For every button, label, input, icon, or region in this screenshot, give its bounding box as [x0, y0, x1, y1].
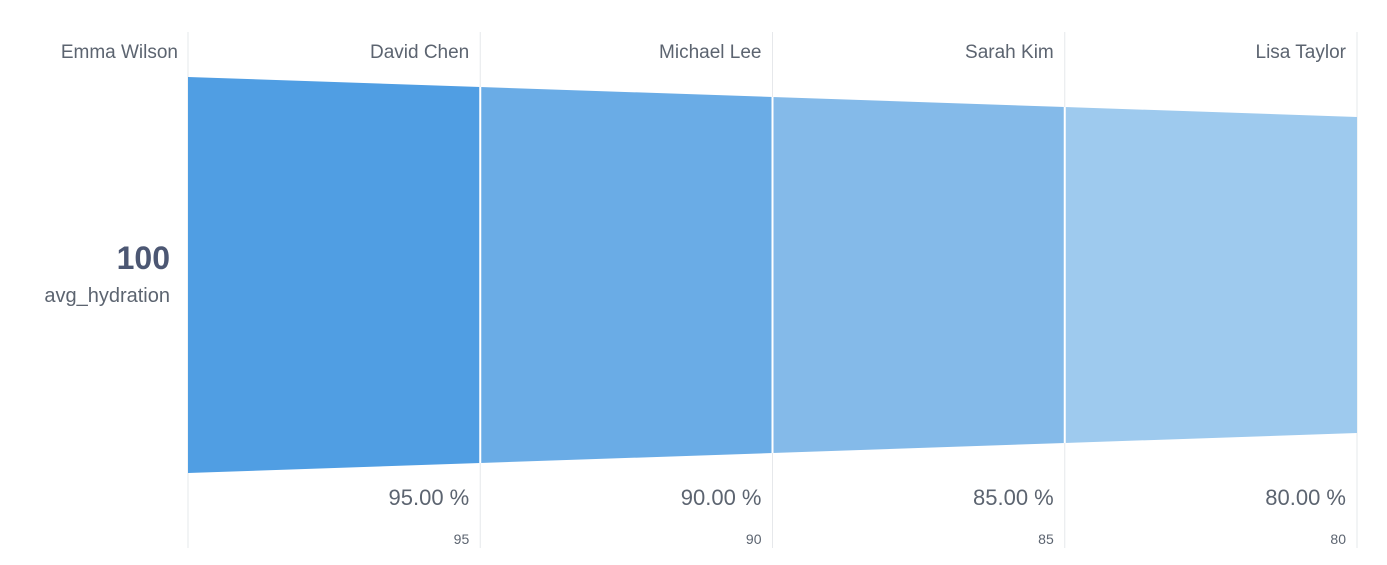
step-name: Michael Lee — [659, 42, 762, 63]
step-value: 95 — [453, 531, 470, 547]
step-value: 80 — [1330, 531, 1346, 547]
first-step-value: 100 — [116, 240, 170, 276]
step-name: Sarah Kim — [965, 42, 1054, 63]
step-value: 85 — [1038, 531, 1054, 547]
funnel-segment[interactable] — [188, 77, 481, 473]
step-value: 90 — [745, 531, 762, 547]
metric-label: avg_hydration — [44, 285, 170, 307]
step-percent: 90.00 % — [680, 485, 762, 510]
step-percent: 95.00 % — [388, 485, 470, 510]
funnel-segment[interactable] — [480, 87, 773, 463]
step-percent: 80.00 % — [1265, 485, 1346, 510]
step-percent: 85.00 % — [973, 485, 1054, 510]
step-name: David Chen — [369, 42, 470, 63]
step-name: Lisa Taylor — [1255, 42, 1346, 63]
funnel-segment[interactable] — [1064, 107, 1357, 443]
funnel-segment[interactable] — [772, 97, 1065, 453]
first-step-name: Emma Wilson — [60, 42, 178, 63]
